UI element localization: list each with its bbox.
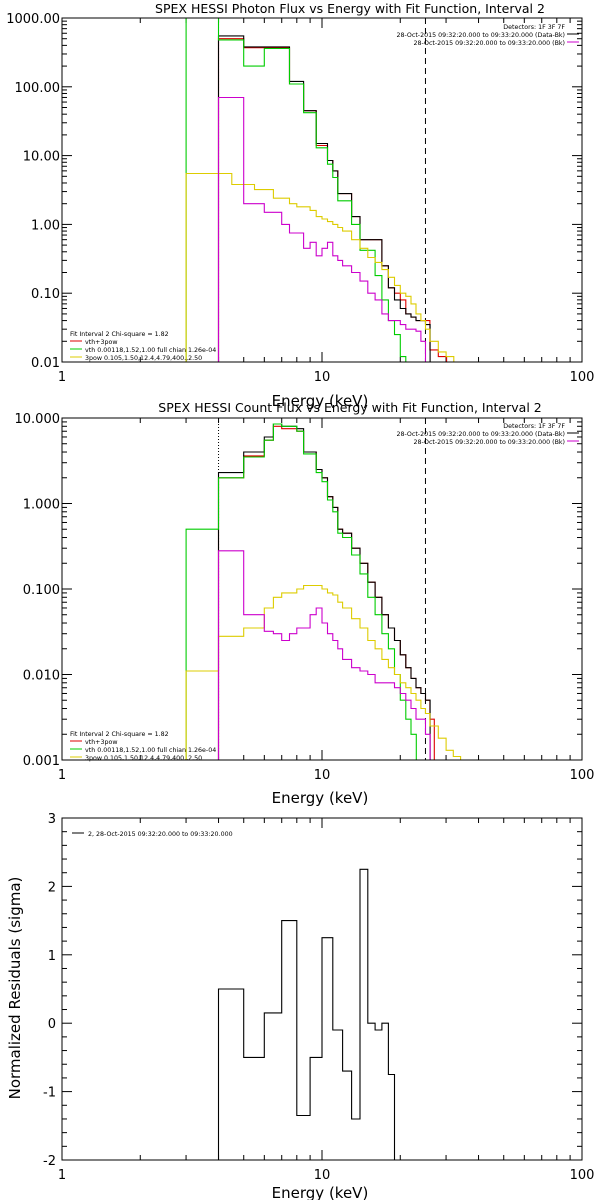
residuals-y-tick-label: 3 xyxy=(48,812,56,827)
count-flux-fit-summary: Fit Interval 2 Chi-square = 1.82 xyxy=(70,731,169,738)
count-flux-plot-area: 1 10 100 0.001 0.010 0.100 1.000 10.000 xyxy=(15,412,595,783)
residuals-y-tick-label: 1 xyxy=(48,949,56,964)
photon-flux-info-box: Detectors: 1F 3F 7F 28-Oct-2015 09:32:20… xyxy=(396,24,579,47)
count-flux-info-detectors: Detectors: 1F 3F 7F xyxy=(503,423,565,430)
photon-flux-legend-3pow: 3pow 0.105,1.50,12.4,4.79,400.,2.50 xyxy=(85,355,202,362)
count-flux-info-data-bk: 28-Oct-2015 09:32:20.000 to 09:33:20.000… xyxy=(396,431,565,438)
photon-flux-series-data-bk xyxy=(217,35,431,362)
count-flux-y-tick-label: 10.000 xyxy=(15,412,61,427)
residuals-legend-label: 2, 28-Oct-2015 09:32:20.000 to 09:33:20.… xyxy=(88,831,233,838)
residuals-y-tick-label: -1 xyxy=(43,1086,56,1101)
count-flux-panel: SPEX HESSI Count Flux vs Energy with Fit… xyxy=(15,400,595,807)
photon-flux-x-tick-label: 1 xyxy=(58,370,66,385)
residuals-y-tick-label: 0 xyxy=(48,1017,56,1032)
photon-flux-info-bk: 28-Oct-2015 09:32:20.000 to 09:33:20.000… xyxy=(414,40,565,47)
count-flux-x-tick-label: 1 xyxy=(58,768,66,783)
photon-flux-axes-frame xyxy=(61,17,583,363)
count-flux-legend-vth: vth 0.00118,1.52,1.00 full chian 1.26e-0… xyxy=(85,747,216,754)
photon-flux-series-bk xyxy=(217,96,431,362)
photon-flux-panel: SPEX HESSI Photon Flux vs Energy with Fi… xyxy=(6,1,594,410)
residuals-panel: 1 10 100 -2 -1 0 1 2 3 Energy (keV) Normalized R… xyxy=(6,812,594,1200)
count-flux-y-tick-label: 0.100 xyxy=(23,583,60,598)
count-flux-axes-frame xyxy=(61,417,583,761)
residuals-x-axis-label: Energy (keV) xyxy=(272,1184,369,1200)
photon-flux-info-detectors: Detectors: 1F 3F 7F xyxy=(503,24,565,31)
residuals-y-tick-label: -2 xyxy=(43,1154,56,1169)
photon-flux-info-data-bk: 28-Oct-2015 09:32:20.000 to 09:33:20.000… xyxy=(396,32,565,39)
count-flux-x-axis-label: Energy (keV) xyxy=(272,789,369,807)
count-flux-legend-total: vth+3pow xyxy=(85,739,117,746)
photon-flux-plot-area: 1 10 100 0.01 0.10 1.00 10.00 100.00 1000.00 xyxy=(6,12,594,385)
residuals-series-2-28-oct-2015-09-32-20-000-to-09-33-20-000 xyxy=(217,868,431,1160)
count-flux-legend-3pow: 3pow 0.105,1.50,12.4,4.79,400.,2.50 xyxy=(85,755,202,762)
photon-flux-y-tick-label: 100.00 xyxy=(15,81,61,96)
photon-flux-series-vth xyxy=(185,18,412,362)
photon-flux-legend-total: vth+3pow xyxy=(85,339,117,346)
photon-flux-x-tick-label: 10 xyxy=(314,370,331,385)
residuals-y-tick-label: 2 xyxy=(48,880,56,895)
residuals-x-tick-label: 1 xyxy=(58,1168,66,1183)
count-flux-series-bk xyxy=(217,550,431,760)
count-flux-title: SPEX HESSI Count Flux vs Energy with Fit… xyxy=(158,400,541,415)
photon-flux-y-tick-label: 1000.00 xyxy=(6,12,60,27)
residuals-x-tick-label: 100 xyxy=(570,1168,595,1183)
photon-flux-legend-vth: vth 0.00118,1.52,1.00 full chian 1.26e-0… xyxy=(85,347,216,354)
residuals-plot-area: 1 10 100 -2 -1 0 1 2 3 xyxy=(43,812,594,1183)
count-flux-y-tick-label: 0.010 xyxy=(23,669,60,684)
count-flux-legend: Fit Interval 2 Chi-square = 1.82 vth+3po… xyxy=(70,731,216,762)
photon-flux-series-3pow xyxy=(185,172,455,362)
photon-flux-fit-summary: Fit Interval 2 Chi-square = 1.82 xyxy=(70,331,169,338)
residuals-axes-frame xyxy=(61,817,583,1161)
photon-flux-y-tick-label: 10.00 xyxy=(23,150,60,165)
count-flux-info-bk: 28-Oct-2015 09:32:20.000 to 09:33:20.000… xyxy=(414,439,565,446)
count-flux-x-tick-label: 10 xyxy=(314,768,331,783)
photon-flux-title: SPEX HESSI Photon Flux vs Energy with Fi… xyxy=(155,1,545,16)
residuals-x-tick-label: 10 xyxy=(314,1168,331,1183)
count-flux-series-vth xyxy=(185,423,417,760)
residuals-legend: 2, 28-Oct-2015 09:32:20.000 to 09:33:20.… xyxy=(72,831,233,838)
photon-flux-x-tick-label: 100 xyxy=(570,370,595,385)
photon-flux-y-tick-label: 0.10 xyxy=(31,287,60,302)
count-flux-y-tick-label: 0.001 xyxy=(23,754,60,769)
photon-flux-x-axis-label: Energy (keV) xyxy=(272,392,369,410)
residuals-y-axis-label: Normalized Residuals (sigma) xyxy=(6,877,24,1100)
photon-flux-y-tick-label: 0.01 xyxy=(31,356,60,371)
photon-flux-legend: Fit Interval 2 Chi-square = 1.82 vth+3po… xyxy=(70,331,216,362)
count-flux-y-tick-label: 1.000 xyxy=(23,498,60,513)
count-flux-x-tick-label: 100 xyxy=(570,768,595,783)
photon-flux-y-tick-label: 1.00 xyxy=(31,218,60,233)
count-flux-info-box: Detectors: 1F 3F 7F 28-Oct-2015 09:32:20… xyxy=(396,423,579,446)
count-flux-series-3pow xyxy=(185,584,462,760)
